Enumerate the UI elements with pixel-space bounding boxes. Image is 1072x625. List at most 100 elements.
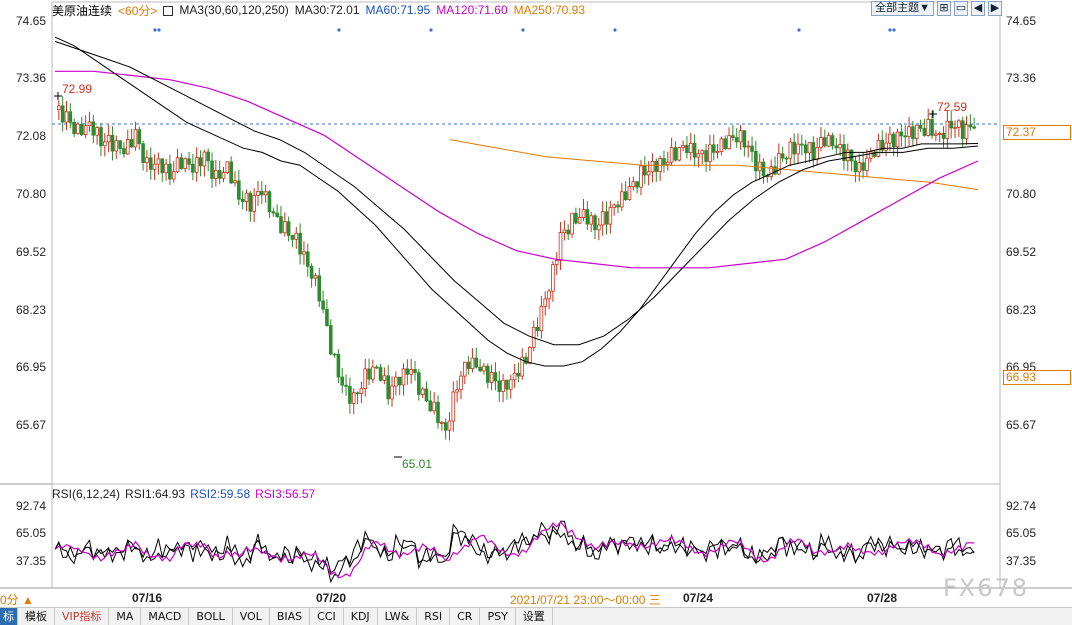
tab-macd[interactable]: MACD xyxy=(141,608,190,625)
candle-body xyxy=(225,161,230,174)
candle-body xyxy=(815,147,819,160)
candle-body xyxy=(302,251,306,255)
candle-body xyxy=(926,119,931,136)
candle-body xyxy=(432,401,436,412)
candle-body xyxy=(397,376,402,386)
tab-vol[interactable]: VOL xyxy=(233,608,270,625)
tab-ma[interactable]: MA xyxy=(109,608,142,625)
tab-kdj[interactable]: KDJ xyxy=(344,608,378,625)
ma60-value: MA60:71.95 xyxy=(365,3,431,17)
price-tick: 69.52 xyxy=(1006,245,1037,259)
candle-body xyxy=(807,142,812,154)
price-tick: 72.08 xyxy=(16,129,47,143)
candle-body xyxy=(968,124,973,128)
candle-body xyxy=(907,126,911,137)
candle-body xyxy=(359,388,364,395)
tab-psy[interactable]: PSY xyxy=(480,608,516,625)
indicator-tabbar: 标 模板 VIP指标 MA MACD BOLL VOL BIAS CCI KDJ… xyxy=(0,607,1072,625)
candle-body xyxy=(83,125,88,136)
candle-body xyxy=(462,361,467,377)
tab-bias[interactable]: BIAS xyxy=(270,608,311,625)
candle-body xyxy=(240,198,245,202)
candle-body xyxy=(719,138,724,152)
candle-body xyxy=(64,111,69,123)
candle-body xyxy=(880,139,885,151)
candle-body xyxy=(328,325,333,355)
rsi3-value: RSI3:56.57 xyxy=(255,487,316,501)
candle-body xyxy=(914,124,919,139)
chart-canvas[interactable] xyxy=(0,0,1072,607)
candle-body xyxy=(229,161,233,184)
candle-body xyxy=(325,308,329,326)
candle-body xyxy=(160,158,165,174)
candle-body xyxy=(171,171,176,180)
date-label: 07/16 xyxy=(132,591,163,605)
candle-body xyxy=(853,160,858,173)
period-label[interactable]: <60分> xyxy=(118,3,158,18)
ma-toggle-icon[interactable] xyxy=(163,6,174,16)
candle-body xyxy=(401,368,406,386)
candle-body xyxy=(202,151,207,167)
candle-body xyxy=(194,157,199,173)
candle-body xyxy=(420,388,425,395)
high-label-right: 72.59 xyxy=(937,100,968,114)
candle-body xyxy=(872,151,877,157)
candle-body xyxy=(394,376,398,387)
candle-body xyxy=(888,133,892,144)
tab-boll[interactable]: BOLL xyxy=(189,608,233,625)
period-switch[interactable]: 0分 ▲ xyxy=(0,593,34,607)
tab-cci[interactable]: CCI xyxy=(310,608,344,625)
candle-body xyxy=(734,137,739,143)
candle-body xyxy=(746,145,751,148)
candle-body xyxy=(834,145,839,149)
left-arrow-icon[interactable]: ◀ xyxy=(971,1,985,16)
candle-body xyxy=(593,215,597,231)
candle-body xyxy=(861,162,865,171)
tab-settings[interactable]: 设置 xyxy=(516,608,553,625)
candle-body xyxy=(489,372,494,383)
candle-body xyxy=(780,153,785,159)
date-label: 07/20 xyxy=(316,591,347,605)
candle-body xyxy=(248,192,253,212)
candle-body xyxy=(305,251,310,267)
candle-body xyxy=(597,224,601,231)
candle-body xyxy=(332,353,337,356)
candle-body xyxy=(616,204,620,208)
candle-body xyxy=(528,347,532,364)
candle-body xyxy=(566,229,571,235)
price-tick: 74.65 xyxy=(1006,14,1037,28)
candle-body xyxy=(417,372,421,395)
tab-template[interactable]: 模板 xyxy=(18,608,55,625)
tab-rsi[interactable]: RSI xyxy=(417,608,451,625)
candle-body xyxy=(826,135,831,147)
candle-body xyxy=(367,368,371,380)
candle-body xyxy=(405,368,410,375)
add-indicator-icon[interactable]: ⊞ xyxy=(937,1,951,16)
tab-vip[interactable]: VIP指标 xyxy=(55,608,110,625)
candle-body xyxy=(823,137,827,147)
candle-body xyxy=(945,120,950,139)
candle-body xyxy=(769,166,773,177)
candle-body xyxy=(125,139,130,155)
candle-body xyxy=(685,144,689,154)
price-panel-frame xyxy=(51,1,1001,485)
tab-cr[interactable]: CR xyxy=(450,608,481,625)
candle-body xyxy=(72,121,76,134)
candle-body xyxy=(252,195,256,212)
tab-indicator[interactable]: 标 xyxy=(0,608,18,625)
rsi-params[interactable]: RSI(6,12,24) xyxy=(52,487,121,501)
rsi-tick: 65.05 xyxy=(16,526,47,540)
right-arrow-icon[interactable]: ▶ xyxy=(988,1,1002,16)
rsi-legend: RSI(6,12,24) RSI1:64.93 RSI2:59.58 RSI3:… xyxy=(52,487,315,501)
theme-dropdown[interactable]: 全部主题▼ xyxy=(871,1,934,16)
candle-body xyxy=(895,131,900,148)
price-tick: 66.95 xyxy=(16,360,47,374)
ma-params[interactable]: MA3(30,60,120,250) xyxy=(179,3,289,17)
candle-body xyxy=(260,191,264,196)
candle-body xyxy=(206,151,210,162)
tab-lwr[interactable]: LW& xyxy=(378,608,418,625)
candle-body xyxy=(650,160,655,173)
minus-icon[interactable]: ▭ xyxy=(954,1,968,16)
candle-body xyxy=(803,144,808,154)
candle-body xyxy=(191,163,195,173)
